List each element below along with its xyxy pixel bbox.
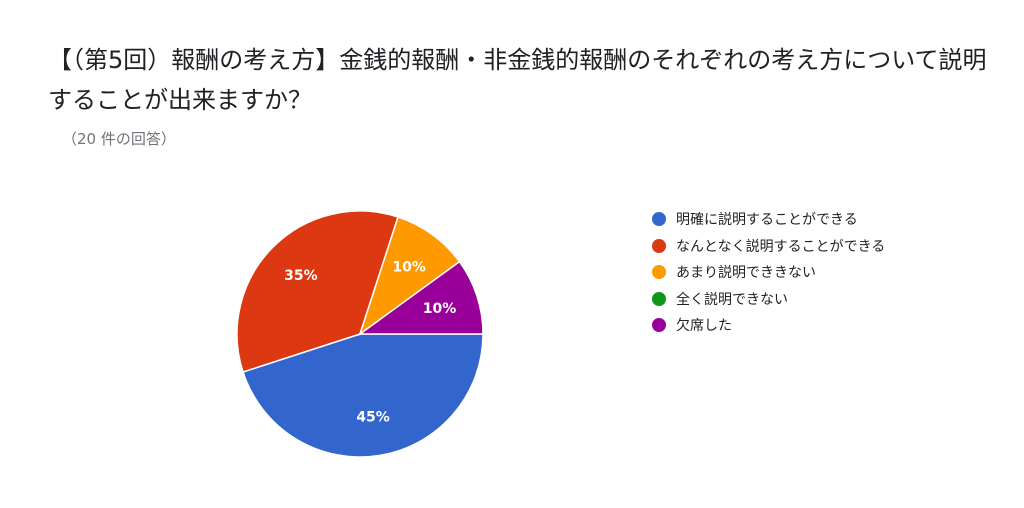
pie-slice (236, 210, 399, 373)
chart-title: 【（第5回）報酬の考え方】金銭的報酬・非金銭的報酬のそれぞれの考え方について説明… (48, 46, 987, 114)
pie-slice (358, 216, 461, 336)
legend-label: 欠席した (676, 318, 732, 335)
legend-swatch-icon (652, 238, 666, 253)
slice-label: 45% (356, 410, 390, 426)
legend-item: あまり説明でききない (652, 259, 885, 286)
slice-label: 10% (423, 301, 457, 317)
chart-legend: 明確に説明することができるなんとなく説明することができる あまり説明でききない 全く… (652, 206, 885, 339)
legend-label: なんとなく説明することができる (676, 238, 886, 255)
pie-slice (242, 333, 484, 458)
legend-label: あまり説明でききない (676, 265, 816, 282)
legend-label: 明確に説明することができる (676, 212, 858, 229)
legend-swatch-icon (652, 291, 666, 306)
legend-swatch-icon (652, 318, 666, 333)
legend-item: 欠席した (652, 312, 885, 339)
legend-label: 全く説明できない (676, 291, 788, 308)
legend-item: 全く説明できない (652, 286, 885, 313)
slice-label: 35% (284, 268, 318, 284)
pie-slice (357, 260, 484, 335)
legend-item: 明確に説明することができる (652, 206, 885, 233)
legend-swatch-icon (652, 265, 666, 280)
slice-label: 10% (392, 259, 426, 275)
response-count: （20 件の回答） (62, 130, 176, 148)
legend-swatch-icon (652, 212, 666, 227)
legend-item: なんとなく説明することができる (652, 233, 885, 260)
